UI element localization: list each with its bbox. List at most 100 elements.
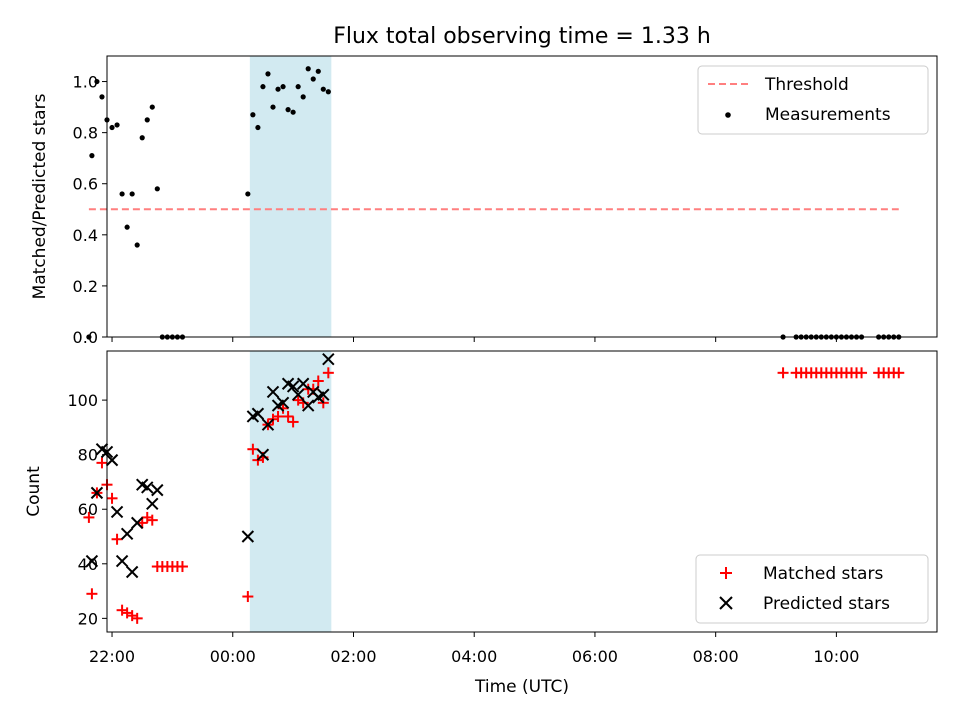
top-y-tick-label: 0.6 xyxy=(73,175,98,194)
matched-star-point xyxy=(322,367,334,379)
top-legend: Threshold Measurements xyxy=(697,65,929,135)
predicted-star-point xyxy=(286,380,300,393)
measurement-point xyxy=(285,107,291,113)
predicted-star-point xyxy=(115,554,129,568)
top-chart-title: Flux total observing time = 1.33 h xyxy=(333,24,711,49)
matched-star-point xyxy=(312,375,324,387)
bottom-x-tick-label: 04:00 xyxy=(451,647,497,666)
measurement-point xyxy=(250,112,256,118)
measurement-point xyxy=(129,191,135,197)
matched-star-point xyxy=(893,367,905,379)
bottom-observation-span xyxy=(249,351,332,632)
bottom-panel-frame xyxy=(106,350,938,633)
measurement-point xyxy=(139,135,145,141)
predicted-star-point xyxy=(141,481,154,494)
measurement-point xyxy=(270,104,276,110)
predicted-star-point xyxy=(266,385,280,399)
matched-star-point xyxy=(86,588,98,600)
bottom-y-ticks: 20 40 60 80 100 xyxy=(67,391,107,628)
measurement-point xyxy=(305,66,311,72)
measurement-point xyxy=(149,104,155,110)
predicted-star-point xyxy=(256,448,270,461)
matched-star-point xyxy=(287,416,299,428)
predicted-star-point xyxy=(261,418,275,431)
measurement-point xyxy=(325,89,331,95)
matched-star-point xyxy=(146,514,158,526)
measurement-point xyxy=(310,76,316,82)
measurement-point xyxy=(134,242,140,248)
legend-matched-swatch xyxy=(720,567,732,579)
bottom-x-ticks: 22:00 00:00 02:00 04:00 06:00 08:00 10:00 xyxy=(89,632,859,666)
legend-threshold-label: Threshold xyxy=(764,75,849,95)
predicted-star-point xyxy=(276,396,290,410)
top-x-ticks xyxy=(111,337,837,342)
measurement-point xyxy=(124,224,130,230)
measurement-point xyxy=(260,84,266,90)
measurement-point xyxy=(280,84,286,90)
top-observation-span xyxy=(249,56,332,337)
predicted-star-point xyxy=(241,530,255,543)
matched-star-point xyxy=(131,612,143,624)
matched-star-point xyxy=(242,591,254,603)
top-y-tick-label: 0.4 xyxy=(73,226,98,245)
measurement-point xyxy=(109,124,115,131)
bottom-x-tick-label: 22:00 xyxy=(89,647,135,666)
measurement-point xyxy=(295,84,301,90)
bottom-legend: Matched stars Predicted stars xyxy=(695,554,929,624)
matched-star-point xyxy=(176,561,188,573)
bottom-x-tick-label: 06:00 xyxy=(572,647,618,666)
predicted-star-point xyxy=(85,554,99,568)
measurement-point xyxy=(114,122,120,128)
predicted-star-point xyxy=(130,516,144,530)
top-panel-marks xyxy=(86,66,902,340)
bottom-x-tick-label: 10:00 xyxy=(813,647,859,666)
legend-measurements-swatch xyxy=(725,112,731,118)
predicted-star-point xyxy=(110,505,124,519)
top-panel-frame xyxy=(106,55,938,338)
measurement-point xyxy=(119,191,125,197)
matched-star-point xyxy=(106,492,118,504)
legend-matched-label: Matched stars xyxy=(763,564,883,584)
bottom-x-axis-label: Time (UTC) xyxy=(474,677,569,697)
top-legend-box xyxy=(697,65,929,135)
matched-star-point xyxy=(121,607,133,619)
predicted-star-point xyxy=(296,377,310,390)
top-y-ticks: 0.0 0.2 0.4 0.6 0.8 1.0 xyxy=(73,73,107,347)
predicted-star-point xyxy=(125,565,139,579)
predicted-star-point xyxy=(90,486,104,500)
top-y-tick-label: 0.2 xyxy=(73,277,98,296)
measurement-point xyxy=(99,94,105,100)
measurement-point xyxy=(245,191,251,197)
measurement-point xyxy=(290,109,296,115)
measurement-point xyxy=(265,71,271,77)
bottom-legend-box xyxy=(695,554,929,624)
matched-star-point xyxy=(247,443,259,455)
bottom-x-tick-label: 00:00 xyxy=(210,647,256,666)
matched-star-point xyxy=(141,511,153,523)
matched-star-point xyxy=(111,533,123,545)
bottom-y-tick-label: 20 xyxy=(78,609,98,628)
predicted-star-point xyxy=(302,399,315,412)
measurement-point xyxy=(94,78,100,85)
bottom-y-tick-label: 40 xyxy=(78,555,98,574)
matched-star-point xyxy=(83,511,95,523)
predicted-star-point xyxy=(291,388,305,401)
top-panel: 0.0 0.2 0.4 0.6 0.8 1.0 Matched/Predicted sta… xyxy=(30,55,938,347)
bottom-y-tick-label: 80 xyxy=(78,446,98,465)
matched-star-point xyxy=(282,410,294,422)
top-y-tick-label: 0.0 xyxy=(73,328,98,347)
matched-star-point xyxy=(856,367,868,379)
matched-star-point xyxy=(126,610,138,622)
measurement-point xyxy=(255,124,261,131)
legend-measurements-label: Measurements xyxy=(765,105,891,125)
matched-star-point xyxy=(96,457,108,469)
bottom-y-tick-label: 60 xyxy=(78,500,98,519)
measurement-point xyxy=(275,86,281,92)
top-y-axis-label: Matched/Predicted stars xyxy=(30,93,50,299)
measurement-point xyxy=(144,117,150,123)
legend-predicted-label: Predicted stars xyxy=(763,594,890,614)
top-y-tick-label: 1.0 xyxy=(73,73,98,92)
predicted-star-point xyxy=(317,388,330,401)
predicted-star-point xyxy=(146,497,159,510)
